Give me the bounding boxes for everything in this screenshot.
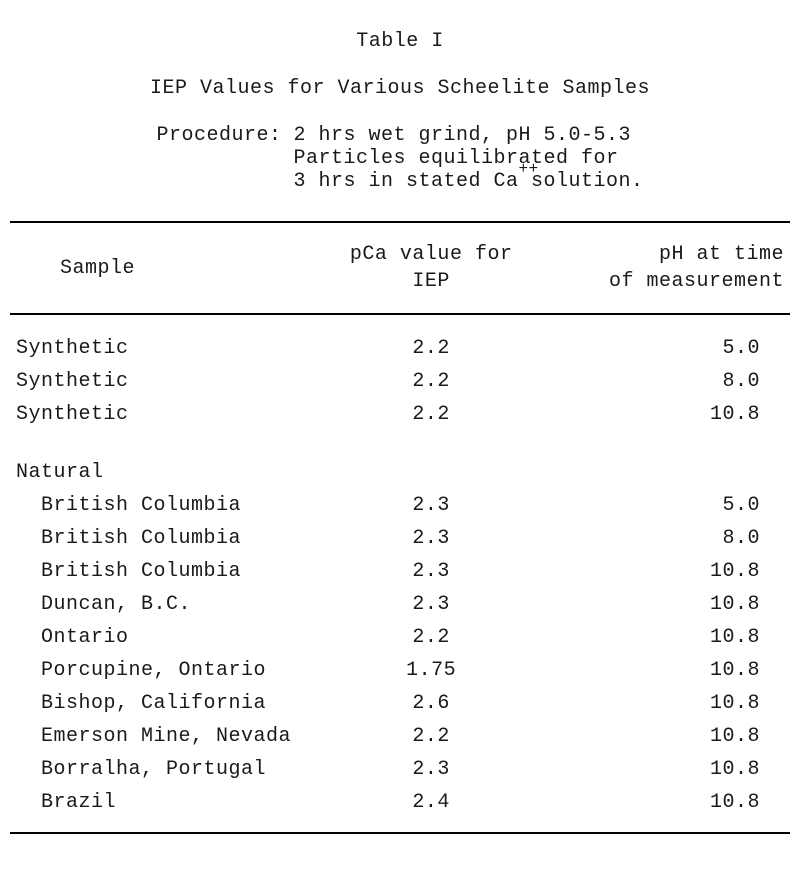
- table-row: Ontario2.210.8: [10, 621, 790, 654]
- cell-ph: 5.0: [556, 489, 790, 522]
- cell-pca: 2.3: [306, 753, 556, 786]
- cell-sample: Borralha, Portugal: [10, 753, 306, 786]
- cell-ph: 8.0: [556, 365, 790, 398]
- col-pca: pCa value for IEP: [306, 222, 556, 314]
- procedure-text: 2 hrs wet grind, pH 5.0-5.3 Particles eq…: [293, 124, 643, 193]
- cell-pca: 2.2: [306, 365, 556, 398]
- procedure-line-2: Particles equilibrated for: [293, 147, 618, 170]
- cell-sample: Brazil: [10, 786, 306, 833]
- cell-sample: Synthetic: [10, 398, 306, 431]
- cell-ph: 10.8: [556, 654, 790, 687]
- cell-pca: 2.2: [306, 621, 556, 654]
- header-row: Sample pCa value for IEP pH at time of m…: [10, 222, 790, 314]
- procedure-line-3: 3 hrs in stated Ca++ solution.: [293, 170, 643, 193]
- cell-ph: 10.8: [556, 786, 790, 833]
- cell-ph: 10.8: [556, 621, 790, 654]
- section-label: Natural: [10, 455, 306, 489]
- cell-sample: British Columbia: [10, 489, 306, 522]
- col-ph: pH at time of measurement: [556, 222, 790, 314]
- table-row: Synthetic2.25.0: [10, 314, 790, 365]
- iep-table: Sample pCa value for IEP pH at time of m…: [10, 221, 790, 834]
- cell-pca: 2.6: [306, 687, 556, 720]
- cell-pca: 2.3: [306, 522, 556, 555]
- cell-sample: British Columbia: [10, 522, 306, 555]
- table-row: Synthetic2.210.8: [10, 398, 790, 431]
- table-body: Synthetic2.25.0Synthetic2.28.0Synthetic2…: [10, 314, 790, 833]
- cell-sample: Bishop, California: [10, 687, 306, 720]
- section-row: Natural: [10, 455, 790, 489]
- cell-pca: 2.3: [306, 489, 556, 522]
- procedure-line-1: 2 hrs wet grind, pH 5.0-5.3: [293, 124, 631, 147]
- table-label: Table I: [10, 30, 790, 53]
- cell-sample: Synthetic: [10, 314, 306, 365]
- cell-sample: British Columbia: [10, 555, 306, 588]
- procedure-label: Procedure:: [156, 124, 281, 193]
- spacer-row: [10, 431, 790, 455]
- title-block: Table I IEP Values for Various Scheelite…: [10, 30, 790, 100]
- cell-ph: 10.8: [556, 398, 790, 431]
- cell-pca: 1.75: [306, 654, 556, 687]
- cell-sample: Duncan, B.C.: [10, 588, 306, 621]
- cell-pca: 2.3: [306, 588, 556, 621]
- cell-ph: 10.8: [556, 687, 790, 720]
- table-row: Porcupine, Ontario1.7510.8: [10, 654, 790, 687]
- table-row: Emerson Mine, Nevada2.210.8: [10, 720, 790, 753]
- table-row: Borralha, Portugal2.310.8: [10, 753, 790, 786]
- cell-ph: 10.8: [556, 753, 790, 786]
- cell-sample: Synthetic: [10, 365, 306, 398]
- cell-sample: Porcupine, Ontario: [10, 654, 306, 687]
- cell-pca: 2.3: [306, 555, 556, 588]
- cell-pca: 2.2: [306, 398, 556, 431]
- cell-sample: Emerson Mine, Nevada: [10, 720, 306, 753]
- table-row: Bishop, California2.610.8: [10, 687, 790, 720]
- table-row: Synthetic2.28.0: [10, 365, 790, 398]
- cell-pca: 2.4: [306, 786, 556, 833]
- cell-sample: Ontario: [10, 621, 306, 654]
- cell-ph: 10.8: [556, 555, 790, 588]
- table-row: Duncan, B.C.2.310.8: [10, 588, 790, 621]
- table-row: British Columbia2.310.8: [10, 555, 790, 588]
- cell-pca: 2.2: [306, 314, 556, 365]
- cell-ph: 10.8: [556, 588, 790, 621]
- table-row: Brazil2.410.8: [10, 786, 790, 833]
- table-row: British Columbia2.35.0: [10, 489, 790, 522]
- col-sample: Sample: [10, 222, 306, 314]
- cell-ph: 8.0: [556, 522, 790, 555]
- cell-pca: 2.2: [306, 720, 556, 753]
- table-row: British Columbia2.38.0: [10, 522, 790, 555]
- procedure-block: Procedure: 2 hrs wet grind, pH 5.0-5.3 P…: [10, 124, 790, 193]
- cell-ph: 10.8: [556, 720, 790, 753]
- table-caption: IEP Values for Various Scheelite Samples: [10, 77, 790, 100]
- procedure-superscript: ++: [519, 160, 539, 178]
- cell-ph: 5.0: [556, 314, 790, 365]
